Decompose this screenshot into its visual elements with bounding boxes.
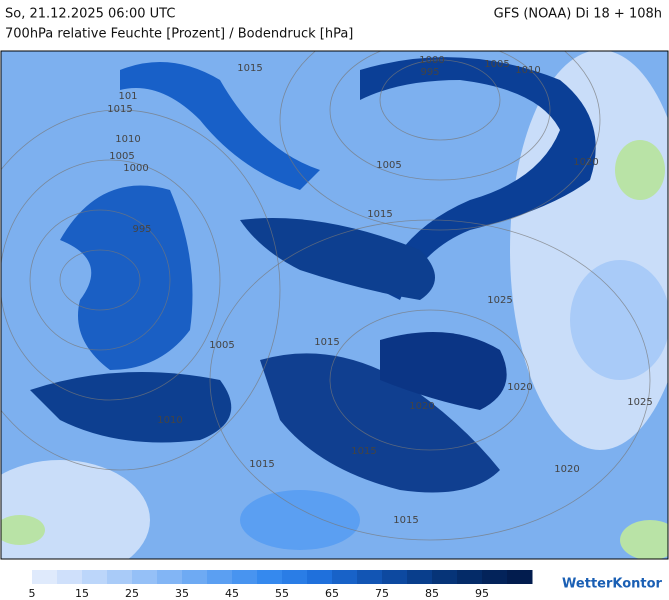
colorbar-tick-label: 25	[125, 587, 139, 600]
colorbar-swatch	[382, 570, 408, 584]
colorbar-tick-label: 15	[75, 587, 89, 600]
colorbar-tick-label: 75	[375, 587, 389, 600]
isobar-label: 995	[420, 67, 439, 78]
isobar-label: 1015	[249, 459, 274, 470]
colorbar-tick-label: 65	[325, 587, 339, 600]
isobar-labels: 1015100099510051010101101510101005100099…	[107, 55, 652, 526]
colorbar-swatch	[507, 570, 533, 584]
isobar-label: 1000	[419, 55, 444, 66]
isobar-label: 1020	[409, 401, 434, 412]
colorbar-swatch	[282, 570, 308, 584]
isobar-label: 1000	[123, 163, 148, 174]
colorbar-swatch	[32, 570, 58, 584]
colorbar-swatch	[157, 570, 183, 584]
isobar-label: 1005	[376, 160, 401, 171]
colorbar-swatch	[57, 570, 83, 584]
isobar-label: 1020	[573, 157, 598, 168]
colorbar-swatch	[457, 570, 483, 584]
isobar-label: 1015	[107, 104, 132, 115]
isobar-label: 1015	[393, 515, 418, 526]
map-frame	[0, 50, 669, 560]
isobar-label: 995	[132, 224, 151, 235]
colorbar-tick-label: 35	[175, 587, 189, 600]
colorbar-swatch	[132, 570, 158, 584]
isobar-label: 1005	[484, 59, 509, 70]
colorbar-tick-label: 5	[29, 587, 36, 600]
colorbar-swatch	[432, 570, 458, 584]
colorbar-swatch	[407, 570, 433, 584]
colorbar-swatch	[82, 570, 108, 584]
colorbar-swatch	[257, 570, 283, 584]
colorbar-swatch	[307, 570, 333, 584]
subtitle: 700hPa relative Feuchte [Prozent] / Bode…	[5, 27, 353, 42]
colorbar-tick-label: 95	[475, 587, 489, 600]
logo: WetterKontor	[562, 577, 663, 592]
isobar-label: 1020	[554, 464, 579, 475]
colorbar-swatch	[232, 570, 258, 584]
isobar-label: 1015	[367, 209, 392, 220]
colorbar-swatch	[107, 570, 133, 584]
datetime: So, 21.12.2025 06:00 UTC	[5, 7, 175, 22]
colorbar-tick-label: 55	[275, 587, 289, 600]
colorbar-swatch	[182, 570, 208, 584]
isobar-label: 101	[118, 91, 137, 102]
isobar-label: 1015	[351, 446, 376, 457]
isobar-label: 1025	[627, 397, 652, 408]
model-run: GFS (NOAA) Di 18 + 108h	[494, 7, 662, 22]
map	[1, 51, 668, 559]
colorbar-swatch	[357, 570, 383, 584]
colorbar-tick-label: 85	[425, 587, 439, 600]
colorbar-swatch	[207, 570, 233, 584]
isobar-label: 1015	[314, 337, 339, 348]
isobar-label: 1010	[515, 65, 540, 76]
isobar-label: 1005	[209, 340, 234, 351]
isobar-label: 1010	[157, 415, 182, 426]
colorbar: 5 15 25 35 45 55 65 75 85 95	[29, 570, 533, 600]
isobar-label: 1010	[115, 134, 140, 145]
isobar-label: 1020	[507, 382, 532, 393]
isobar-label: 1005	[109, 151, 134, 162]
colorbar-tick-label: 45	[225, 587, 239, 600]
colorbar-swatch	[482, 570, 508, 584]
colorbar-swatch	[332, 570, 358, 584]
isobar-label: 1015	[237, 63, 262, 74]
isobar-label: 1025	[487, 295, 512, 306]
